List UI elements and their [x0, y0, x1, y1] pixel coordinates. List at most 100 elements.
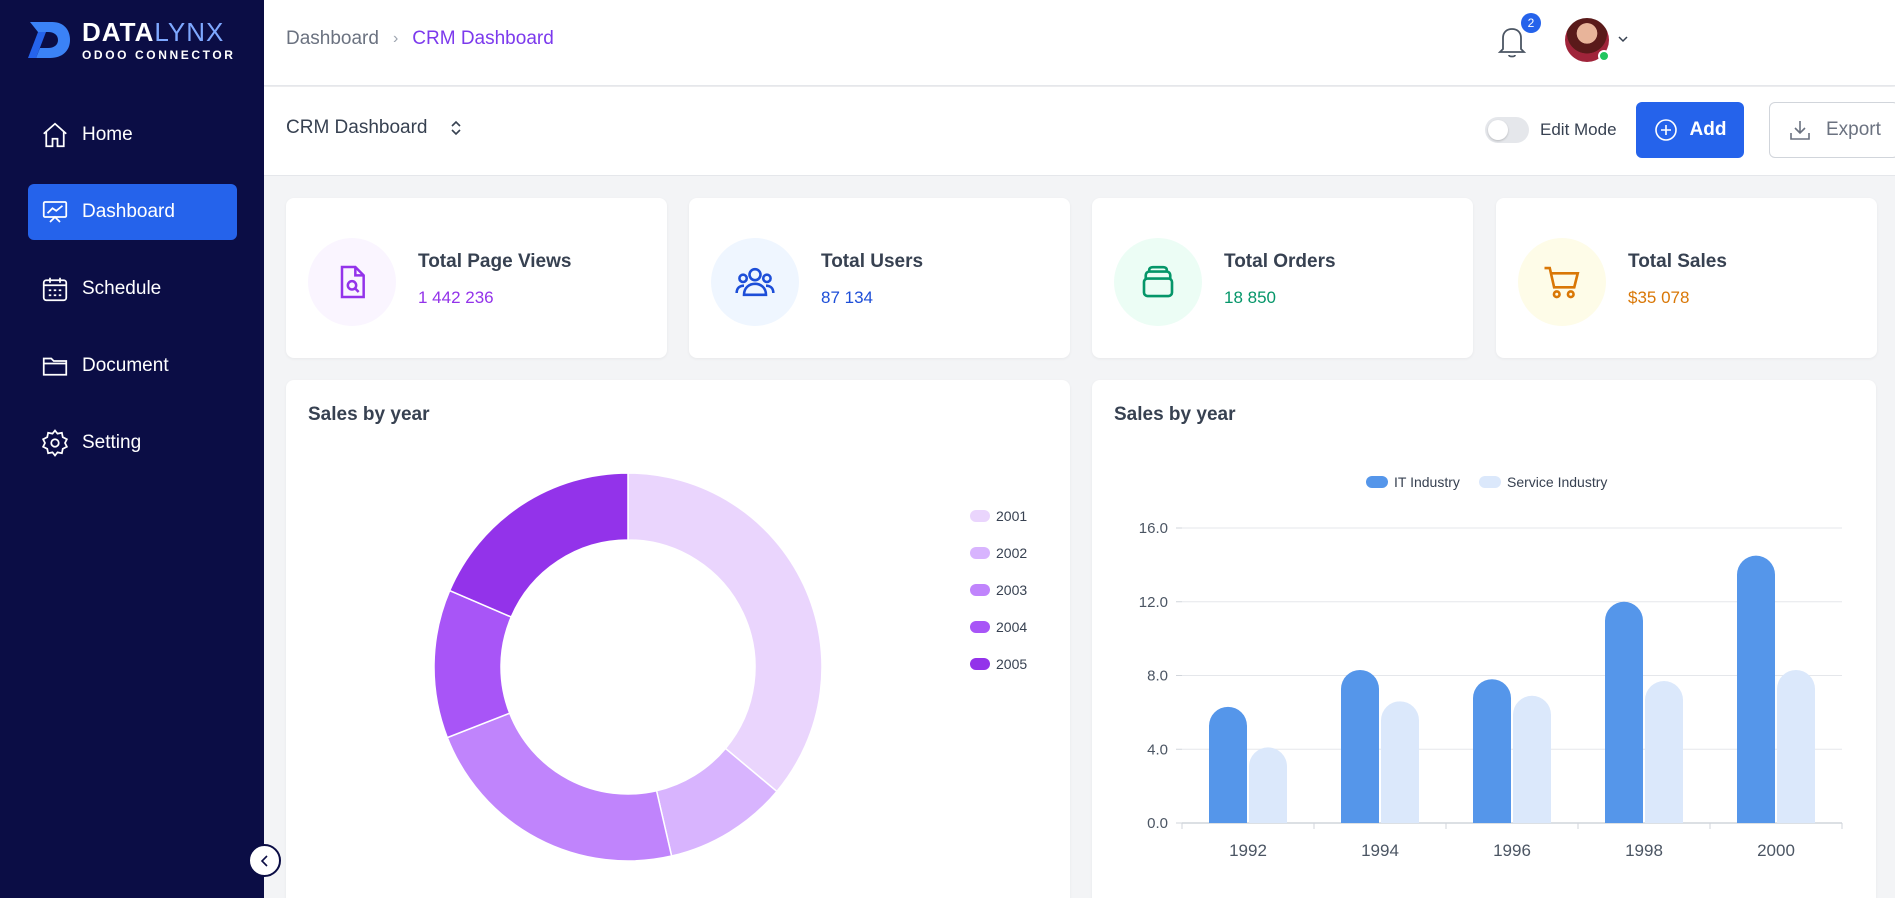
chevron-left-icon [260, 854, 268, 867]
legend-label[interactable]: 2004 [996, 619, 1027, 635]
gear-icon [41, 429, 69, 457]
legend-swatch [970, 658, 990, 670]
plus-circle-icon [1654, 119, 1677, 141]
download-icon [1790, 121, 1810, 140]
brand-name: DATALYNX [82, 17, 225, 47]
x-tick-label: 2000 [1757, 841, 1795, 860]
folder-icon [42, 357, 68, 376]
stat-card-page-views: Total Page Views 1 442 236 [286, 198, 667, 358]
donut-slice-2001[interactable] [627, 472, 823, 793]
chart-title: Sales by year [308, 404, 430, 425]
legend-swatch [1479, 476, 1501, 488]
legend-label[interactable]: 2001 [996, 508, 1027, 524]
sidebar-item-home[interactable]: Home [28, 107, 237, 163]
y-tick-label: 16.0 [1139, 520, 1168, 537]
chevron-down-icon[interactable] [1617, 33, 1629, 45]
legend-label[interactable]: Service Industry [1507, 474, 1607, 490]
bar-it-industry-1996[interactable] [1473, 679, 1511, 823]
breadcrumb-current: CRM Dashboard [412, 28, 554, 49]
sidebar-item-label: Home [82, 124, 133, 145]
stat-title: Total Page Views [418, 251, 572, 272]
dashboard-select-value: CRM Dashboard [286, 117, 428, 138]
bar-it-industry-1992[interactable] [1209, 706, 1247, 823]
datalynx-logo-icon [28, 22, 70, 58]
home-icon [43, 122, 67, 148]
y-tick-label: 0.0 [1147, 815, 1168, 832]
stat-title: Total Users [821, 251, 924, 272]
sidebar-item-schedule[interactable]: Schedule [28, 261, 237, 317]
legend-swatch [970, 584, 990, 596]
bar-service-industry-1996[interactable] [1513, 695, 1551, 823]
breadcrumb: Dashboard › CRM Dashboard [286, 28, 554, 50]
x-tick-label: 1992 [1229, 841, 1267, 860]
legend-label[interactable]: 2005 [996, 656, 1027, 672]
legend-swatch [1366, 476, 1388, 488]
chevron-right-icon: › [392, 30, 399, 47]
bar-service-industry-2000[interactable] [1777, 669, 1815, 823]
x-tick-label: 1996 [1493, 841, 1531, 860]
stat-title: Total Sales [1628, 251, 1727, 272]
stack-icon [1142, 265, 1174, 298]
y-tick-label: 12.0 [1139, 594, 1168, 611]
x-tick-label: 1998 [1625, 841, 1663, 860]
online-status-dot [1598, 50, 1610, 62]
document-search-icon [340, 265, 365, 299]
export-button-label: Export [1826, 119, 1881, 140]
breadcrumb-root[interactable]: Dashboard [286, 28, 379, 49]
sidebar-item-label: Dashboard [82, 201, 175, 222]
bar-it-industry-1998[interactable] [1605, 601, 1643, 823]
stat-value: 1 442 236 [418, 288, 494, 307]
notification-bell-icon[interactable] [1495, 22, 1529, 60]
edit-mode-label: Edit Mode [1540, 120, 1617, 139]
stat-value: 87 134 [821, 288, 873, 307]
dashboard-toolbar: CRM Dashboard Edit Mode Add Export [264, 87, 1895, 176]
y-tick-label: 4.0 [1147, 741, 1168, 758]
bar-service-industry-1998[interactable] [1645, 681, 1683, 823]
chart-title: Sales by year [1114, 404, 1236, 425]
legend-label[interactable]: IT Industry [1394, 474, 1460, 490]
stat-card-sales: Total Sales $35 078 [1496, 198, 1877, 358]
sidebar-item-label: Schedule [82, 278, 162, 299]
sidebar-item-setting[interactable]: Setting [28, 415, 237, 471]
x-tick-label: 1994 [1361, 841, 1399, 860]
bar-chart-card: Sales by year 0.0 4.0 8.0 12.0 16.0 1992 1994 1… [1092, 380, 1876, 898]
sidebar-item-label: Document [82, 355, 169, 376]
donut-slice-2003[interactable] [446, 712, 673, 862]
bar-it-industry-1994[interactable] [1341, 669, 1379, 823]
legend-label[interactable]: 2003 [996, 582, 1027, 598]
chevron-up-down-icon [450, 120, 461, 136]
donut-chart: 2001 2002 2003 2004 2005 [433, 472, 1027, 862]
bar-service-industry-1994[interactable] [1381, 701, 1419, 823]
users-icon [735, 267, 775, 297]
stat-title: Total Orders [1224, 251, 1336, 272]
add-button-label: Add [1689, 119, 1727, 140]
donut-chart-card: Sales by year 2001 2002 2003 2004 2005 [286, 380, 1070, 898]
bar-chart: 0.0 4.0 8.0 12.0 16.0 1992 1994 1996 1998 2000 IT … [1139, 474, 1843, 860]
bar-it-industry-2000[interactable] [1737, 555, 1775, 823]
sidebar-collapse-button[interactable] [248, 844, 281, 877]
stat-card-orders: Total Orders 18 850 [1092, 198, 1473, 358]
notification-badge: 2 [1521, 13, 1541, 33]
legend-swatch [970, 510, 990, 522]
legend-label[interactable]: 2002 [996, 545, 1027, 561]
export-button[interactable]: Export [1769, 102, 1895, 158]
legend-swatch [970, 547, 990, 559]
sidebar-item-label: Setting [82, 432, 142, 453]
sidebar: DATALYNX ODOO CONNECTOR Home Dashboard S… [0, 0, 264, 898]
bar-service-industry-1992[interactable] [1249, 747, 1287, 823]
add-button[interactable]: Add [1636, 102, 1744, 158]
y-tick-label: 8.0 [1147, 668, 1168, 685]
stat-value: $35 078 [1628, 288, 1690, 307]
brand-logo[interactable]: DATALYNX ODOO CONNECTOR [26, 18, 236, 62]
stat-card-users: Total Users 87 134 [689, 198, 1070, 358]
cart-icon [1544, 266, 1580, 299]
donut-slice-2005[interactable] [448, 472, 629, 618]
edit-mode-toggle[interactable] [1485, 117, 1529, 143]
top-header: Dashboard › CRM Dashboard [264, 0, 1895, 86]
brand-subtitle: ODOO CONNECTOR [82, 48, 236, 62]
dashboard-select[interactable]: CRM Dashboard [286, 117, 462, 139]
calendar-icon [42, 277, 68, 302]
sidebar-item-dashboard[interactable]: Dashboard [28, 184, 237, 240]
sidebar-item-document[interactable]: Document [28, 338, 237, 394]
sidebar-nav: Home Dashboard Schedule Document Setting [28, 107, 237, 492]
